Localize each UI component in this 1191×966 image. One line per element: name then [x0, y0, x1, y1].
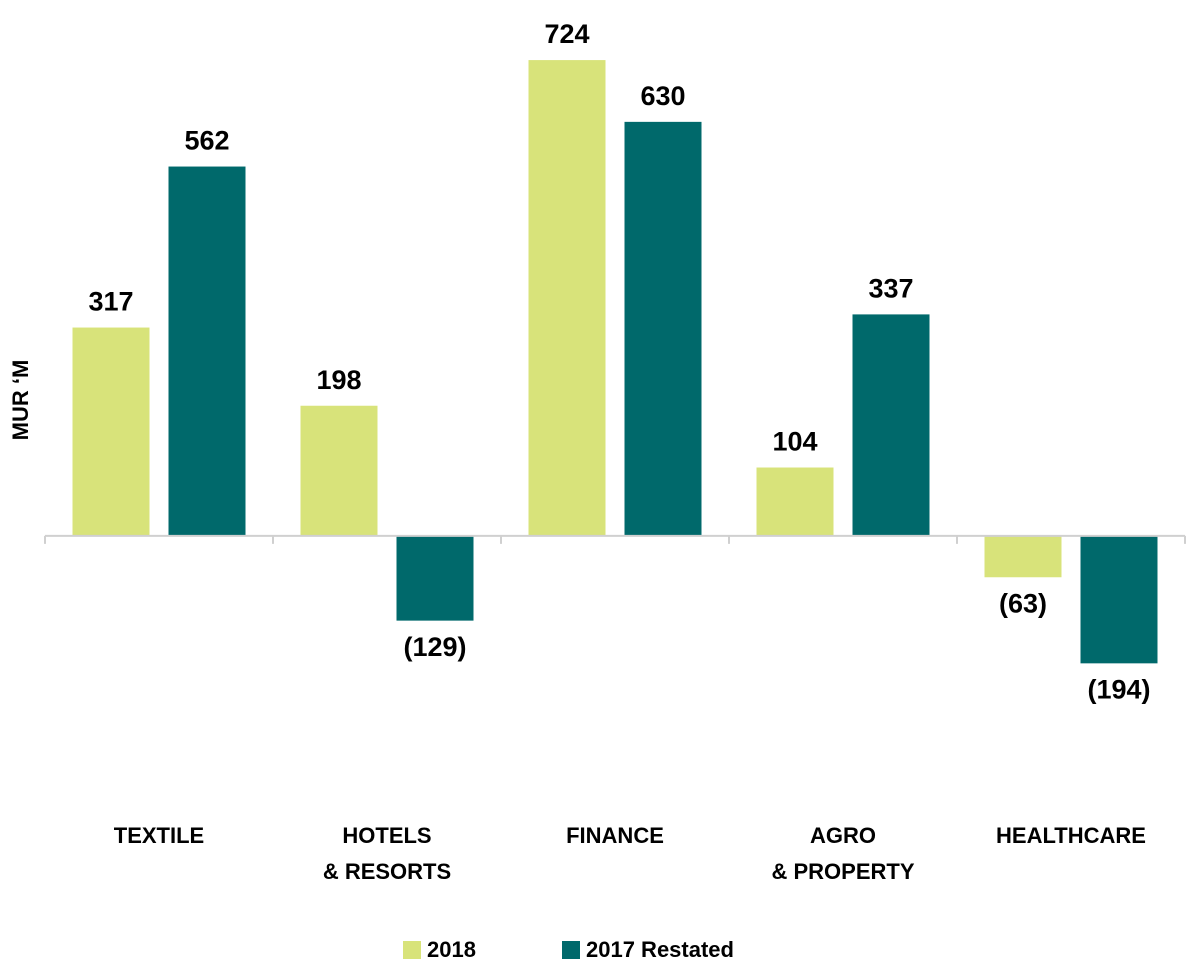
legend-swatch [562, 941, 580, 959]
data-label: 104 [772, 427, 817, 457]
data-label: 337 [868, 274, 913, 304]
data-label: 198 [316, 365, 361, 395]
legend-swatch [403, 941, 421, 959]
data-label: (194) [1087, 674, 1150, 704]
data-label: 317 [88, 287, 133, 317]
x-tick-label: & PROPERTY [771, 859, 914, 884]
x-tick-label: TEXTILE [114, 823, 204, 848]
x-tick-label: HEALTHCARE [996, 823, 1146, 848]
bar [852, 314, 930, 536]
data-label: (63) [999, 588, 1047, 618]
data-label: 630 [640, 81, 685, 111]
data-label: 724 [544, 19, 589, 49]
x-tick-label: & RESORTS [323, 859, 451, 884]
data-label: (129) [403, 632, 466, 662]
x-tick-label: FINANCE [566, 823, 664, 848]
x-tick-label: HOTELS [342, 823, 431, 848]
legend-label: 2018 [427, 937, 476, 962]
legend-label: 2017 Restated [586, 937, 734, 962]
bar [72, 327, 150, 536]
bar [984, 535, 1062, 578]
bar [300, 405, 378, 536]
bar [396, 535, 474, 621]
y-axis-label: MUR ‘M [8, 360, 33, 441]
x-tick-label: AGRO [810, 823, 876, 848]
bar [624, 121, 702, 536]
bar [756, 467, 834, 536]
data-label: 562 [184, 126, 229, 156]
bar [1080, 535, 1158, 664]
bar [168, 166, 246, 536]
bar [528, 60, 606, 536]
